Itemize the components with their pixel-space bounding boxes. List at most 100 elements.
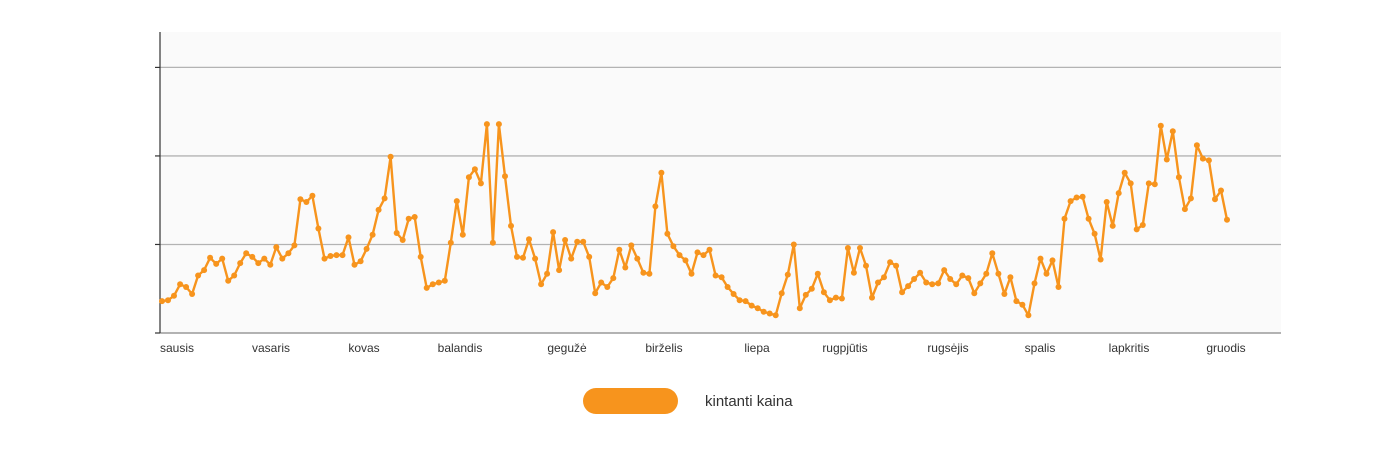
data-point[interactable] — [832, 294, 839, 301]
data-point[interactable] — [736, 297, 743, 304]
data-point[interactable] — [387, 153, 394, 160]
data-point[interactable] — [183, 284, 190, 290]
data-point[interactable] — [670, 243, 677, 250]
data-point[interactable] — [453, 198, 460, 205]
data-point[interactable] — [267, 261, 274, 268]
data-point[interactable] — [1043, 270, 1050, 277]
data-point[interactable] — [778, 290, 785, 297]
data-point[interactable] — [712, 272, 719, 279]
data-point[interactable] — [911, 276, 918, 282]
data-point[interactable] — [231, 272, 238, 279]
data-point[interactable] — [598, 279, 605, 286]
data-point[interactable] — [381, 195, 388, 202]
data-point[interactable] — [201, 267, 208, 274]
data-point[interactable] — [285, 250, 292, 257]
data-point[interactable] — [538, 281, 545, 288]
data-point[interactable] — [327, 253, 334, 259]
data-point[interactable] — [760, 308, 767, 315]
data-point[interactable] — [1085, 215, 1092, 222]
data-point[interactable] — [465, 174, 472, 181]
data-point[interactable] — [532, 255, 539, 262]
data-point[interactable] — [754, 305, 761, 312]
data-point[interactable] — [399, 237, 406, 243]
data-point[interactable] — [838, 295, 845, 302]
data-point[interactable] — [658, 169, 665, 176]
data-point[interactable] — [977, 280, 984, 287]
data-point[interactable] — [165, 297, 171, 304]
data-point[interactable] — [177, 281, 184, 288]
data-point[interactable] — [1061, 215, 1068, 222]
data-point[interactable] — [369, 231, 376, 238]
data-point[interactable] — [435, 279, 442, 286]
data-point[interactable] — [1007, 274, 1014, 281]
data-point[interactable] — [899, 289, 906, 296]
data-point[interactable] — [646, 270, 653, 277]
data-point[interactable] — [616, 246, 623, 253]
data-point[interactable] — [965, 275, 972, 282]
data-point[interactable] — [237, 260, 244, 267]
data-point[interactable] — [544, 270, 551, 277]
data-point[interactable] — [628, 242, 635, 249]
data-point[interactable] — [688, 270, 695, 277]
data-point[interactable] — [321, 255, 328, 262]
data-point[interactable] — [586, 253, 593, 260]
data-point[interactable] — [700, 252, 707, 259]
data-point[interactable] — [315, 225, 322, 232]
data-point[interactable] — [784, 271, 791, 278]
data-point[interactable] — [303, 199, 310, 205]
data-point[interactable] — [1037, 255, 1044, 262]
data-point[interactable] — [195, 272, 202, 279]
data-point[interactable] — [1218, 187, 1224, 194]
data-point[interactable] — [875, 279, 881, 286]
data-point[interactable] — [562, 237, 569, 243]
data-point[interactable] — [905, 283, 912, 290]
data-point[interactable] — [243, 250, 250, 257]
data-point[interactable] — [1115, 190, 1122, 197]
data-point[interactable] — [520, 254, 526, 261]
data-point[interactable] — [826, 297, 833, 304]
data-point[interactable] — [959, 272, 966, 279]
data-point[interactable] — [1187, 195, 1194, 202]
data-point[interactable] — [796, 305, 803, 312]
data-point[interactable] — [664, 230, 671, 237]
data-point[interactable] — [339, 252, 346, 259]
data-point[interactable] — [489, 239, 496, 246]
data-point[interactable] — [869, 294, 875, 301]
data-point[interactable] — [989, 250, 996, 257]
data-point[interactable] — [923, 279, 930, 286]
data-point[interactable] — [995, 270, 1002, 277]
data-point[interactable] — [550, 229, 557, 236]
data-point[interactable] — [1025, 312, 1032, 319]
data-point[interactable] — [844, 245, 851, 251]
data-point[interactable] — [1001, 291, 1008, 297]
data-point[interactable] — [351, 261, 358, 268]
data-point[interactable] — [441, 277, 448, 284]
data-point[interactable] — [1049, 257, 1056, 264]
data-point[interactable] — [929, 281, 936, 288]
data-point[interactable] — [953, 281, 960, 288]
data-point[interactable] — [1175, 174, 1182, 181]
data-point[interactable] — [1205, 157, 1212, 164]
data-point[interactable] — [748, 302, 755, 309]
data-point[interactable] — [405, 215, 412, 222]
data-point[interactable] — [477, 180, 484, 187]
data-point[interactable] — [850, 269, 857, 276]
data-point[interactable] — [1091, 230, 1098, 237]
data-point[interactable] — [429, 281, 436, 288]
data-point[interactable] — [1031, 280, 1038, 287]
data-point[interactable] — [556, 267, 563, 274]
data-point[interactable] — [1151, 181, 1158, 188]
data-point[interactable] — [411, 214, 418, 220]
data-point[interactable] — [459, 231, 466, 238]
data-point[interactable] — [983, 270, 990, 277]
data-point[interactable] — [279, 255, 286, 262]
data-point[interactable] — [682, 257, 689, 264]
data-point[interactable] — [592, 290, 599, 297]
data-point[interactable] — [508, 222, 514, 229]
data-point[interactable] — [417, 253, 424, 260]
data-point[interactable] — [1019, 301, 1026, 308]
data-point[interactable] — [1139, 222, 1146, 228]
data-point[interactable] — [790, 241, 797, 248]
data-point[interactable] — [1097, 256, 1104, 263]
data-point[interactable] — [694, 249, 701, 256]
